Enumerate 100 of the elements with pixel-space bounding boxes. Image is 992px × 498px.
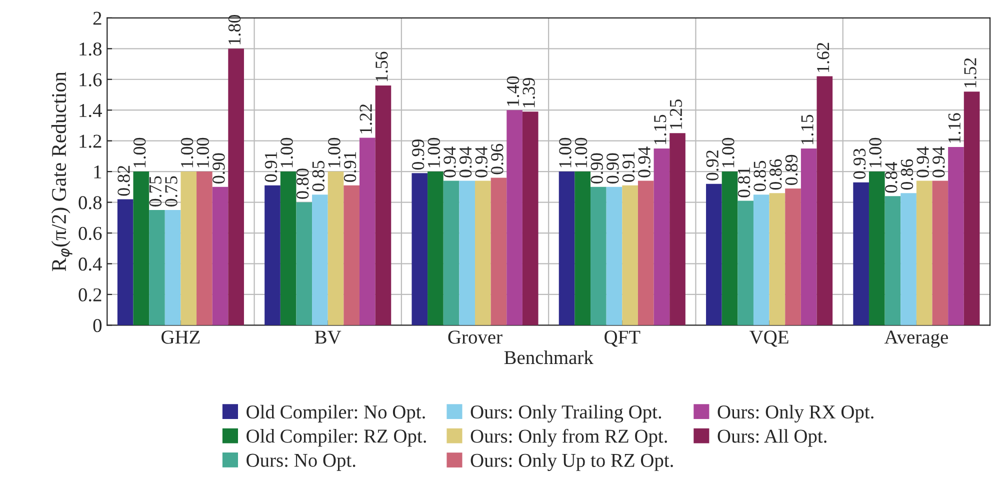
data-label: 0.85 [754, 160, 766, 192]
data-label: 1.39 [522, 78, 535, 108]
data-label: 0.92 [706, 150, 719, 180]
bar [753, 194, 770, 326]
bar [769, 193, 786, 326]
bar [706, 184, 722, 326]
bar [590, 186, 606, 326]
x-tick-label: VQE [750, 330, 788, 347]
data-label: 1.00 [559, 138, 572, 168]
bar [670, 133, 686, 326]
data-label: 1.00 [869, 138, 882, 168]
data-label: 0.94 [916, 146, 929, 178]
data-label: 0.82 [118, 166, 130, 196]
bar [738, 200, 754, 326]
data-label: 1.00 [574, 138, 588, 168]
data-label: 1.56 [376, 52, 388, 82]
data-label: 1.00 [196, 138, 210, 168]
data-label: 0.94 [444, 146, 456, 178]
data-label: 0.99 [412, 139, 424, 170]
y-tick-label: 1.2 [80, 134, 102, 148]
legend-label: Ours: Only from RZ Opt. [470, 428, 667, 447]
bar [932, 180, 948, 326]
bar [117, 199, 134, 326]
bar [412, 173, 428, 326]
bar [328, 172, 344, 326]
bar [622, 185, 638, 326]
bar [948, 146, 964, 326]
data-label: 0.84 [885, 162, 898, 193]
data-label: 0.86 [770, 159, 782, 190]
bar [359, 138, 376, 326]
x-tick-label: Average [884, 330, 948, 348]
bar [212, 186, 228, 326]
bar [428, 172, 444, 326]
data-label: 0.75 [149, 176, 162, 207]
y-tick-label: 1.4 [80, 104, 102, 118]
legend-label: Old Compiler: RZ Opt. [246, 429, 426, 447]
bar [149, 210, 165, 326]
y-tick-label: 0.6 [78, 226, 102, 240]
data-label: 1.00 [328, 138, 340, 168]
bar [654, 148, 670, 326]
bar [558, 172, 575, 326]
data-label: 1.40 [506, 76, 520, 106]
data-label: 0.85 [312, 160, 325, 192]
data-label: 0.91 [622, 152, 635, 182]
data-label: 0.93 [853, 148, 866, 179]
legend-label: Ours: All Opt. [718, 429, 826, 447]
data-label: 0.94 [932, 146, 945, 178]
data-label: 0.90 [212, 153, 225, 184]
y-tick-label: 0.2 [78, 288, 102, 302]
y-tick-label: 0 [93, 319, 102, 332]
x-tick-label: GHZ [162, 330, 200, 344]
bar [312, 194, 328, 326]
bar [164, 210, 181, 326]
y-tick-label: 1.6 [80, 73, 102, 86]
legend-label: Ours: Only RX Opt. [718, 404, 874, 423]
bar [900, 193, 916, 326]
data-label: 1.52 [964, 58, 976, 88]
bar [375, 86, 392, 326]
x-tick-label: BV [314, 330, 342, 344]
bar [344, 185, 360, 326]
data-label: 0.80 [296, 168, 309, 199]
data-label: 1.00 [134, 138, 146, 168]
bar [296, 202, 312, 326]
x-axis-title: Benchmark [504, 350, 594, 364]
bar [574, 172, 591, 326]
bar [196, 172, 212, 326]
data-label: 1.25 [670, 99, 682, 129]
data-label: 1.15 [801, 114, 814, 144]
bar [490, 178, 507, 326]
data-label: 0.81 [738, 167, 750, 198]
data-label: 0.96 [491, 144, 504, 174]
y-tick-label: 2 [93, 12, 102, 25]
bar [785, 188, 801, 326]
data-label: 1.00 [280, 138, 293, 168]
x-tick-label: QFT [604, 330, 640, 347]
x-tick-label: Grover [448, 330, 502, 344]
data-label: 0.86 [900, 159, 914, 190]
data-label: 0.91 [264, 152, 278, 182]
bar [964, 92, 980, 326]
bar [606, 186, 622, 326]
bar [853, 182, 869, 326]
bar [180, 172, 197, 326]
bar [884, 196, 901, 326]
bar [506, 110, 522, 326]
data-label: 0.94 [475, 146, 488, 178]
bar [133, 172, 150, 326]
y-axis-title: R$_{φ}$(π/2) Gate Reduction [51, 72, 72, 272]
data-label: 1.16 [948, 113, 961, 143]
bar [280, 172, 296, 326]
data-label: 1.00 [722, 138, 734, 168]
bar [868, 172, 885, 326]
data-label: 1.80 [228, 14, 241, 44]
bar [638, 180, 654, 326]
bar [475, 180, 491, 326]
data-label: 0.75 [165, 176, 178, 207]
bar [459, 180, 476, 326]
bar [722, 172, 738, 326]
data-label: 0.91 [344, 152, 356, 182]
bar [264, 185, 280, 326]
y-tick-label: 0.8 [78, 196, 102, 210]
